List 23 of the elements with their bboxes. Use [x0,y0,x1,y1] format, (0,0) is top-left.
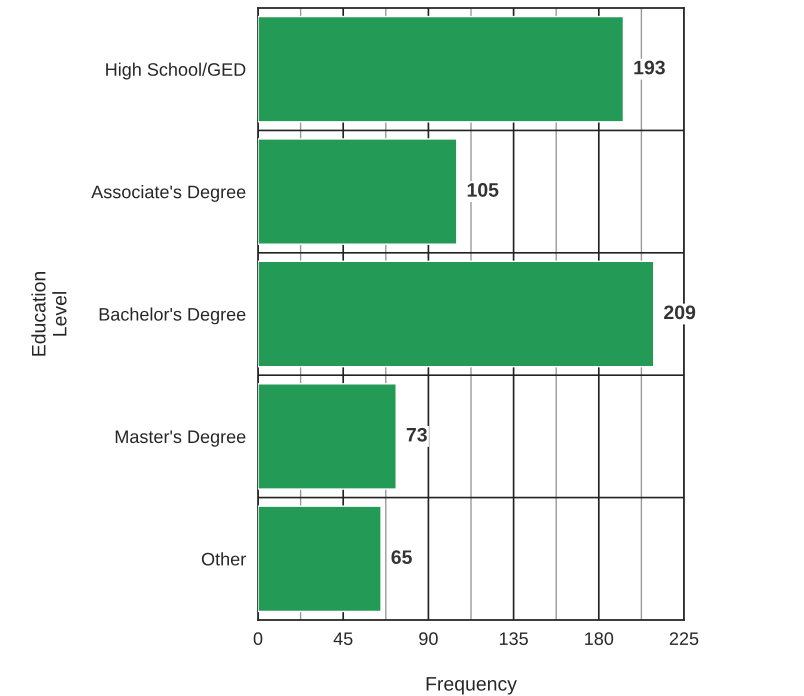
x-axis-title: Frequency [426,677,517,695]
bar [258,260,654,368]
y-tick-label: Bachelor's Degree [100,307,246,324]
x-tick-label: 135 [500,632,528,646]
x-tick-label: 225 [670,632,698,646]
data-label: 73 [406,428,427,442]
data-label: 65 [392,550,412,564]
bar [258,16,624,123]
x-tick-label: 180 [585,632,614,646]
y-tick-label: High School/GED [106,62,246,80]
y-axis-title: Education Level [31,272,67,356]
data-label: 105 [468,183,498,197]
bar [258,383,397,490]
data-label: 209 [664,305,696,320]
x-tick-label: 0 [254,632,262,646]
y-tick-label: Master's Degree [116,430,246,447]
bar [258,138,458,245]
x-tick-label: 90 [419,632,438,646]
data-label: 193 [634,60,665,74]
y-tick-label: Associate's Degree [91,185,246,202]
bar [258,505,382,612]
x-tick-label: 45 [334,632,352,646]
y-tick-label: Other [202,552,246,566]
